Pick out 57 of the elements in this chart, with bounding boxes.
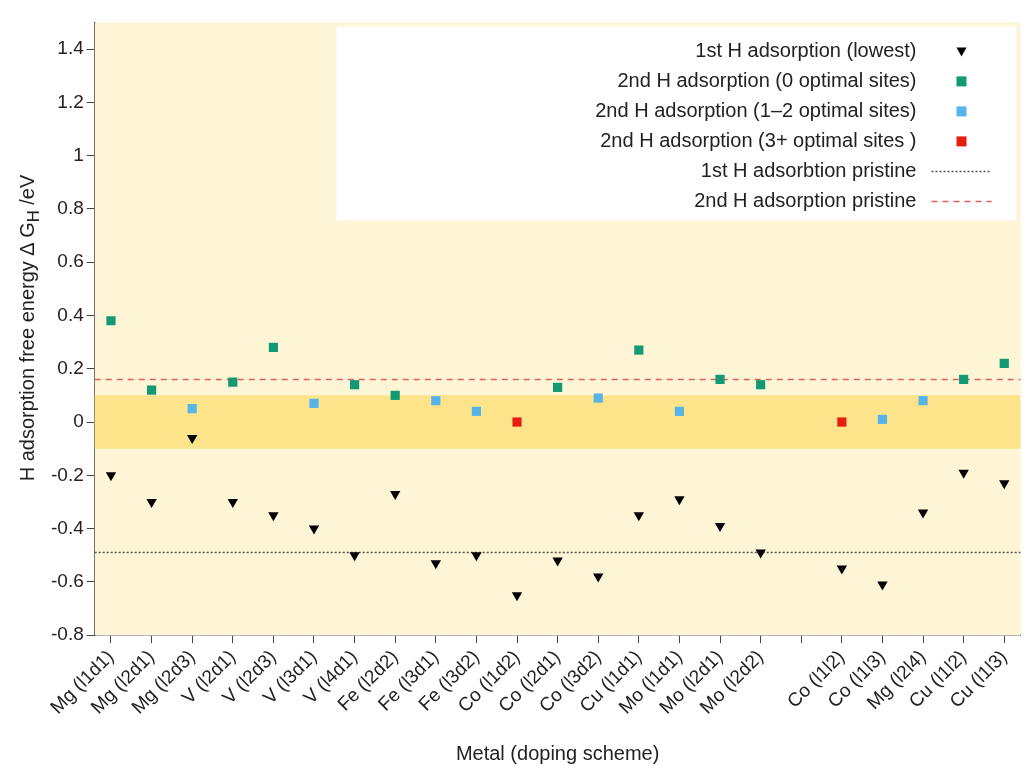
legend-label: 1st H adsorption (lowest) bbox=[695, 38, 917, 61]
point bbox=[268, 512, 279, 522]
point bbox=[350, 380, 360, 390]
point bbox=[146, 385, 157, 395]
point bbox=[308, 525, 320, 535]
y-tick-label: 0 bbox=[73, 410, 84, 432]
point bbox=[390, 490, 401, 500]
y-tick-label: 1.4 bbox=[57, 37, 85, 59]
point bbox=[674, 496, 685, 506]
point bbox=[309, 398, 319, 408]
legend-label: 2nd H adsorption pristine bbox=[694, 188, 917, 211]
point bbox=[674, 406, 685, 416]
point bbox=[633, 512, 645, 522]
point bbox=[471, 552, 482, 562]
point bbox=[146, 498, 157, 508]
point bbox=[268, 342, 278, 353]
y-tick-label: 0.6 bbox=[57, 250, 84, 272]
point bbox=[105, 472, 117, 482]
point bbox=[186, 434, 198, 444]
point bbox=[999, 480, 1010, 490]
point bbox=[106, 316, 116, 326]
legend-label: 2nd H adsorption (0 optimal sites) bbox=[617, 68, 917, 91]
legend-label: 2nd H adsorption (1–2 optimal sites) bbox=[595, 98, 917, 121]
point bbox=[877, 414, 888, 424]
point bbox=[837, 417, 847, 427]
point bbox=[187, 404, 197, 414]
legend-label: 1st H adsorbtion pristine bbox=[700, 158, 917, 181]
y-tick-label: -0.4 bbox=[50, 516, 85, 538]
y-tick-label: 1 bbox=[73, 143, 84, 165]
y-tick-label: 1.2 bbox=[57, 90, 84, 112]
x-axis-title: Metal (doping scheme) bbox=[455, 741, 660, 764]
point bbox=[553, 382, 563, 392]
point bbox=[228, 377, 238, 387]
point bbox=[999, 358, 1009, 368]
point bbox=[756, 380, 766, 390]
point bbox=[959, 374, 969, 384]
point bbox=[634, 345, 644, 355]
point bbox=[715, 374, 725, 384]
point bbox=[593, 393, 603, 403]
point bbox=[227, 498, 238, 508]
y-tick-label: 0.4 bbox=[57, 303, 85, 325]
point bbox=[917, 509, 929, 519]
point bbox=[390, 390, 400, 400]
point bbox=[471, 406, 482, 416]
legend-label: 2nd H adsorption (3+ optimal sites ) bbox=[600, 128, 917, 151]
point bbox=[714, 522, 726, 532]
y-tick-label: 0.8 bbox=[57, 197, 84, 219]
point bbox=[431, 396, 441, 406]
point bbox=[918, 396, 928, 406]
y-tick-label: -0.8 bbox=[50, 623, 84, 645]
point bbox=[430, 560, 442, 570]
y-tick-label: -0.6 bbox=[50, 570, 84, 592]
y-tick-label: -0.2 bbox=[50, 463, 84, 485]
y-tick-label: 0.2 bbox=[57, 356, 84, 378]
point bbox=[349, 552, 360, 562]
point bbox=[512, 417, 522, 427]
point bbox=[511, 592, 523, 602]
